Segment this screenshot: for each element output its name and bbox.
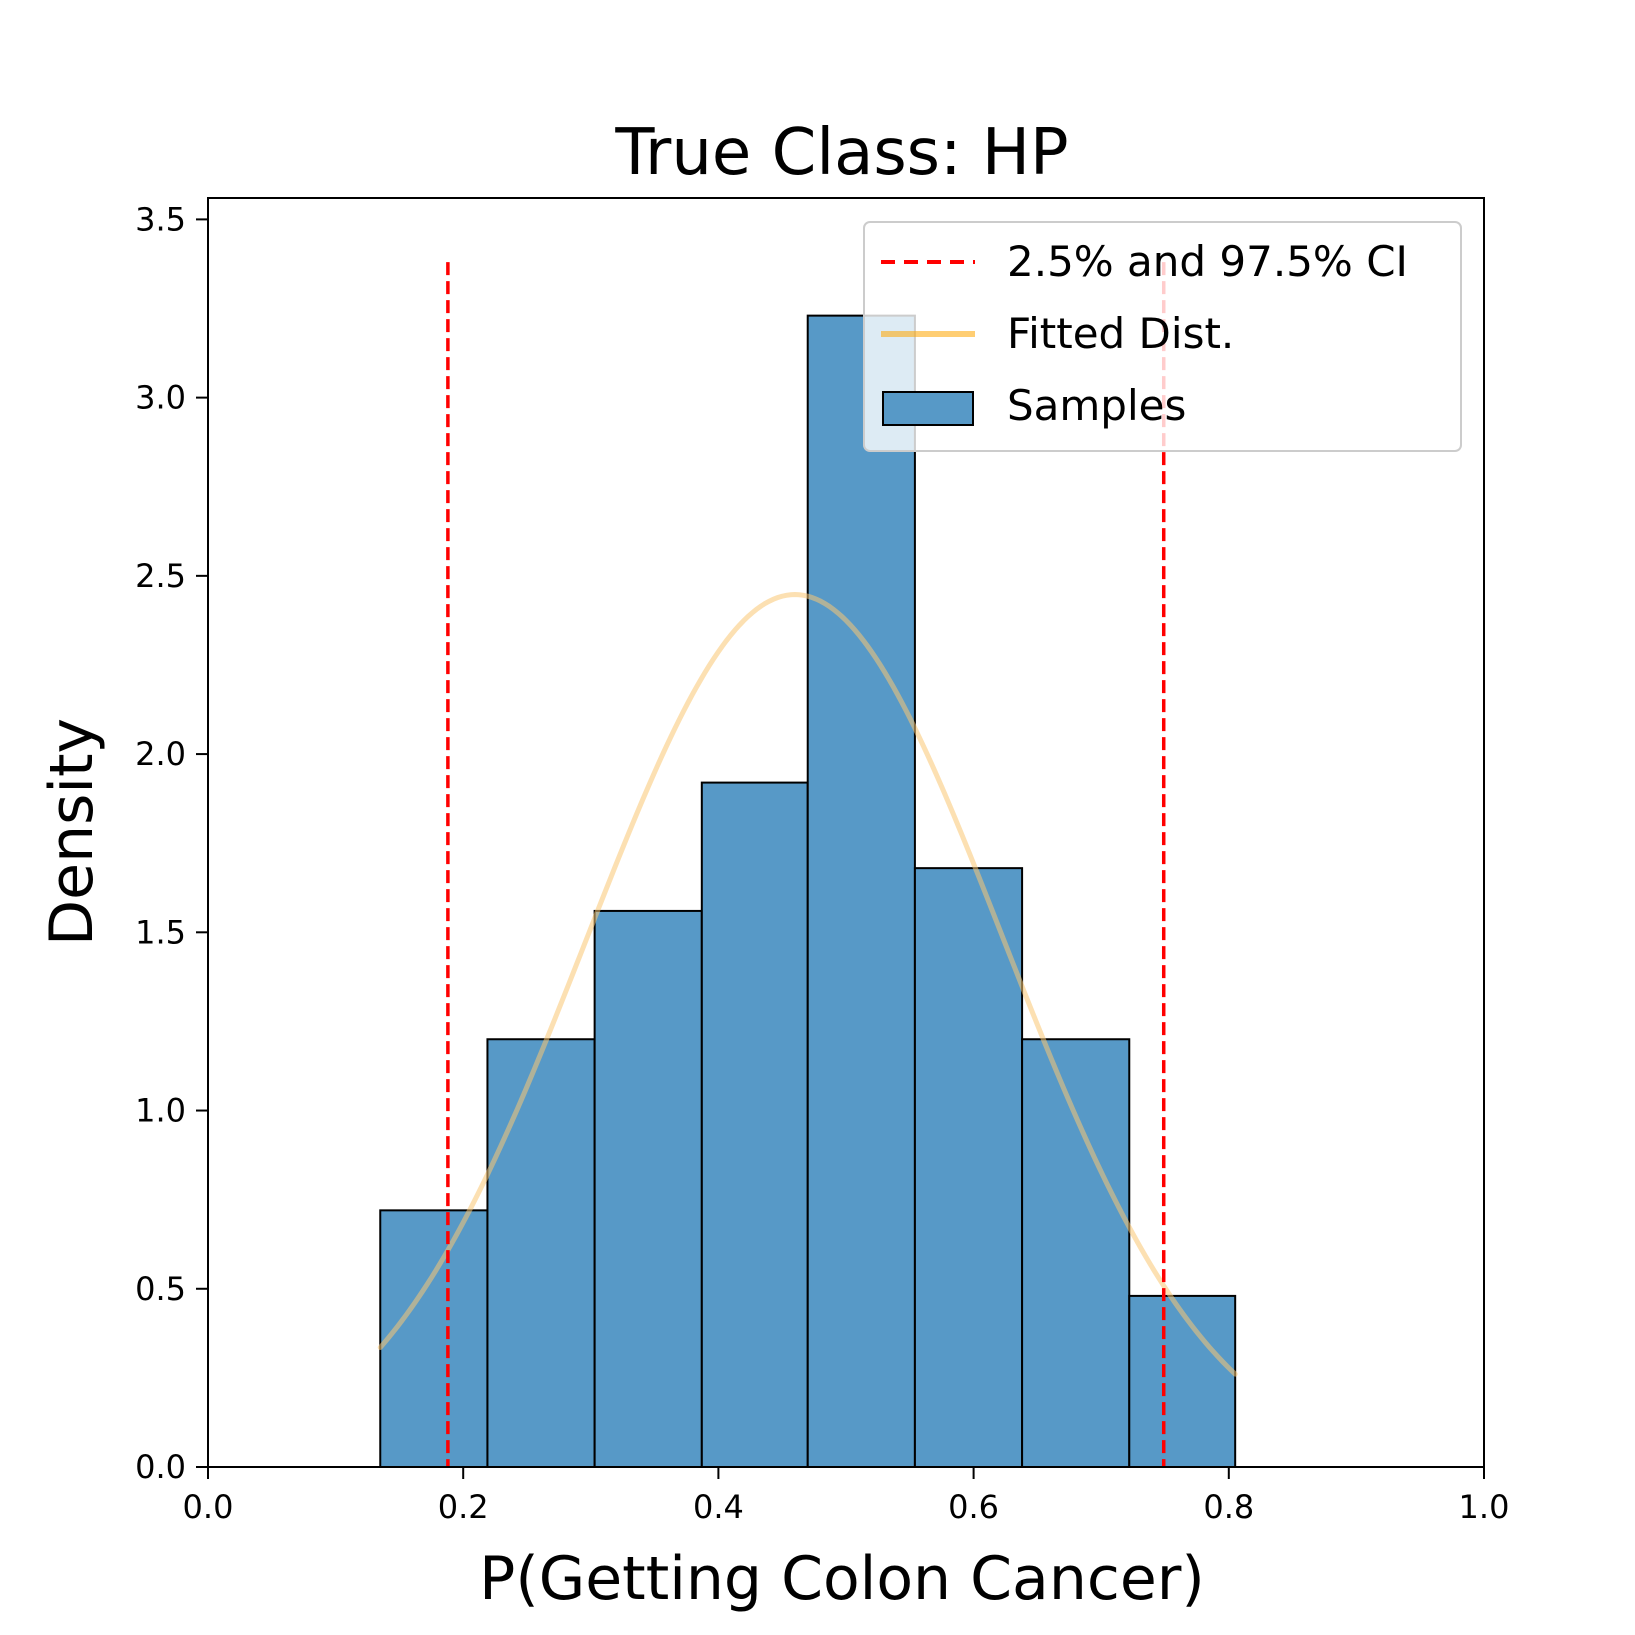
histogram-bar-5 (806, 314, 916, 1468)
histogram-bar-8 (1128, 1294, 1237, 1469)
histogram-bar-4 (700, 781, 809, 1468)
legend-ci-label: 2.5% and 97.5% CI (1007, 237, 1408, 286)
y-tick-label: 2.0 (135, 735, 186, 773)
histogram-bar-6 (913, 867, 1024, 1468)
x-tick-label: 1.0 (1459, 1488, 1510, 1526)
histogram-bar-3 (593, 909, 703, 1468)
x-axis-ticks: 0.0 0.2 0.4 0.6 0.8 1.0 (183, 1467, 1510, 1526)
legend-frame (863, 221, 1462, 452)
y-tick-label: 1.0 (135, 1092, 186, 1130)
histogram-bar-1 (379, 1209, 489, 1468)
y-tick-label: 2.5 (135, 557, 186, 595)
x-tick-label: 0.2 (438, 1488, 489, 1526)
x-tick-label: 0.8 (1203, 1488, 1254, 1526)
histogram-bar-7 (1021, 1038, 1131, 1468)
legend-samples-swatch (882, 391, 974, 426)
y-tick-label: 3.0 (135, 379, 186, 417)
plot-frame (207, 197, 1485, 1468)
x-tick-label: 0.0 (183, 1488, 234, 1526)
y-axis-ticks: 0.0 0.5 1.0 1.5 2.0 2.5 3.0 3.5 (135, 200, 208, 1486)
x-axis-label: P(Getting Colon Cancer) (479, 1544, 1205, 1614)
y-tick-label: 3.5 (135, 200, 186, 238)
y-tick-label: 1.5 (135, 913, 186, 951)
histogram-bar-2 (486, 1038, 596, 1468)
legend-samples-label: Samples (1007, 381, 1186, 430)
y-axis-label: Density (37, 718, 107, 946)
histogram-bars (379, 314, 1237, 1469)
x-tick-label: 0.4 (693, 1488, 744, 1526)
legend: 2.5% and 97.5% CI Fitted Dist. Samples (863, 221, 1462, 452)
x-tick-label: 0.6 (948, 1488, 999, 1526)
y-tick-label: 0.0 (135, 1448, 186, 1486)
chart-title: True Class: HP (614, 116, 1068, 190)
y-tick-label: 0.5 (135, 1270, 186, 1308)
fitted-dist-curve (377, 592, 1238, 1377)
legend-fitted-label: Fitted Dist. (1007, 309, 1234, 358)
